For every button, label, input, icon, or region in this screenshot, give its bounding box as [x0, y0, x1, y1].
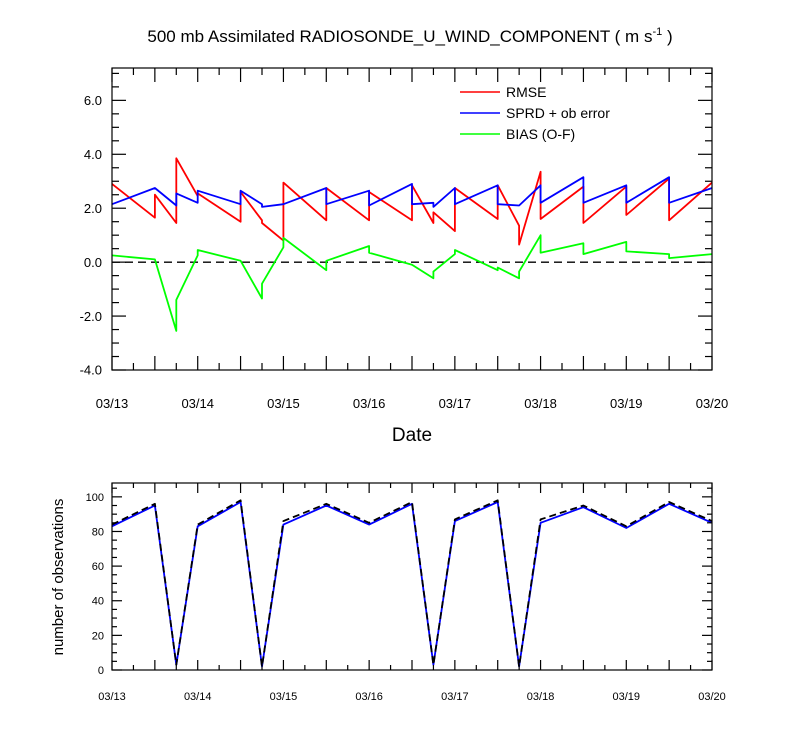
x-tick-label: 03/13	[96, 396, 129, 411]
y-axis-label-observations: number of observations	[50, 499, 67, 656]
x-tick-label: 03/17	[439, 396, 472, 411]
x-tick-label: 03/18	[527, 691, 555, 703]
y-tick-label: 2.0	[84, 201, 102, 216]
bottom-chart: 03/13 03/14 03/15 03/16 03/17 03/18 03/19 03/20…	[86, 482, 726, 703]
top-chart: 03/13 03/14 03/15 03/16 03/17 03/18 03/19 03/20…	[80, 67, 729, 411]
series-line-0	[111, 501, 713, 668]
legend-rmse-label: RMSE	[506, 84, 546, 100]
y-tick-label: 40	[92, 596, 104, 608]
x-tick-label: 03/13	[98, 691, 126, 703]
y-tick-label: 0.0	[84, 255, 102, 270]
x-tick-label: 03/19	[613, 691, 641, 703]
y-tick-label: 6.0	[84, 93, 102, 108]
y-tick-label: 80	[92, 526, 104, 538]
x-axis-label: Date	[392, 425, 432, 446]
x-tick-label: 03/16	[355, 691, 383, 703]
x-tick-label: 03/17	[441, 691, 469, 703]
x-tick-label: 03/18	[524, 396, 557, 411]
legend-sprd-label: SPRD + ob error	[506, 105, 610, 121]
plot-frame	[111, 482, 713, 671]
y-tick-label: 0	[98, 665, 104, 677]
series-line-1	[111, 499, 713, 668]
series-line-bias-o-f	[111, 234, 713, 332]
legend: RMSE SPRD + ob error BIAS (O-F)	[460, 84, 610, 142]
x-tick-label: 03/14	[184, 691, 212, 703]
legend-bias-label: BIAS (O-F)	[506, 126, 575, 142]
x-tick-label: 03/14	[181, 396, 214, 411]
x-tick-label: 03/16	[353, 396, 386, 411]
y-tick-label: 100	[86, 492, 104, 504]
x-tick-label: 03/19	[610, 396, 643, 411]
series-line-sprd-ob-error	[111, 176, 713, 208]
x-tick-label: 03/15	[270, 691, 298, 703]
y-tick-label: 60	[92, 561, 104, 573]
x-tick-label: 03/20	[698, 691, 726, 703]
y-tick-label: -4.0	[80, 363, 102, 378]
x-tick-label: 03/20	[696, 396, 729, 411]
y-tick-label: -2.0	[80, 309, 102, 324]
chart-title: 500 mb Assimilated RADIOSONDE_U_WIND_COM…	[147, 26, 672, 46]
y-tick-label: 20	[92, 630, 104, 642]
x-tick-label: 03/15	[267, 396, 300, 411]
y-tick-label: 4.0	[84, 147, 102, 162]
